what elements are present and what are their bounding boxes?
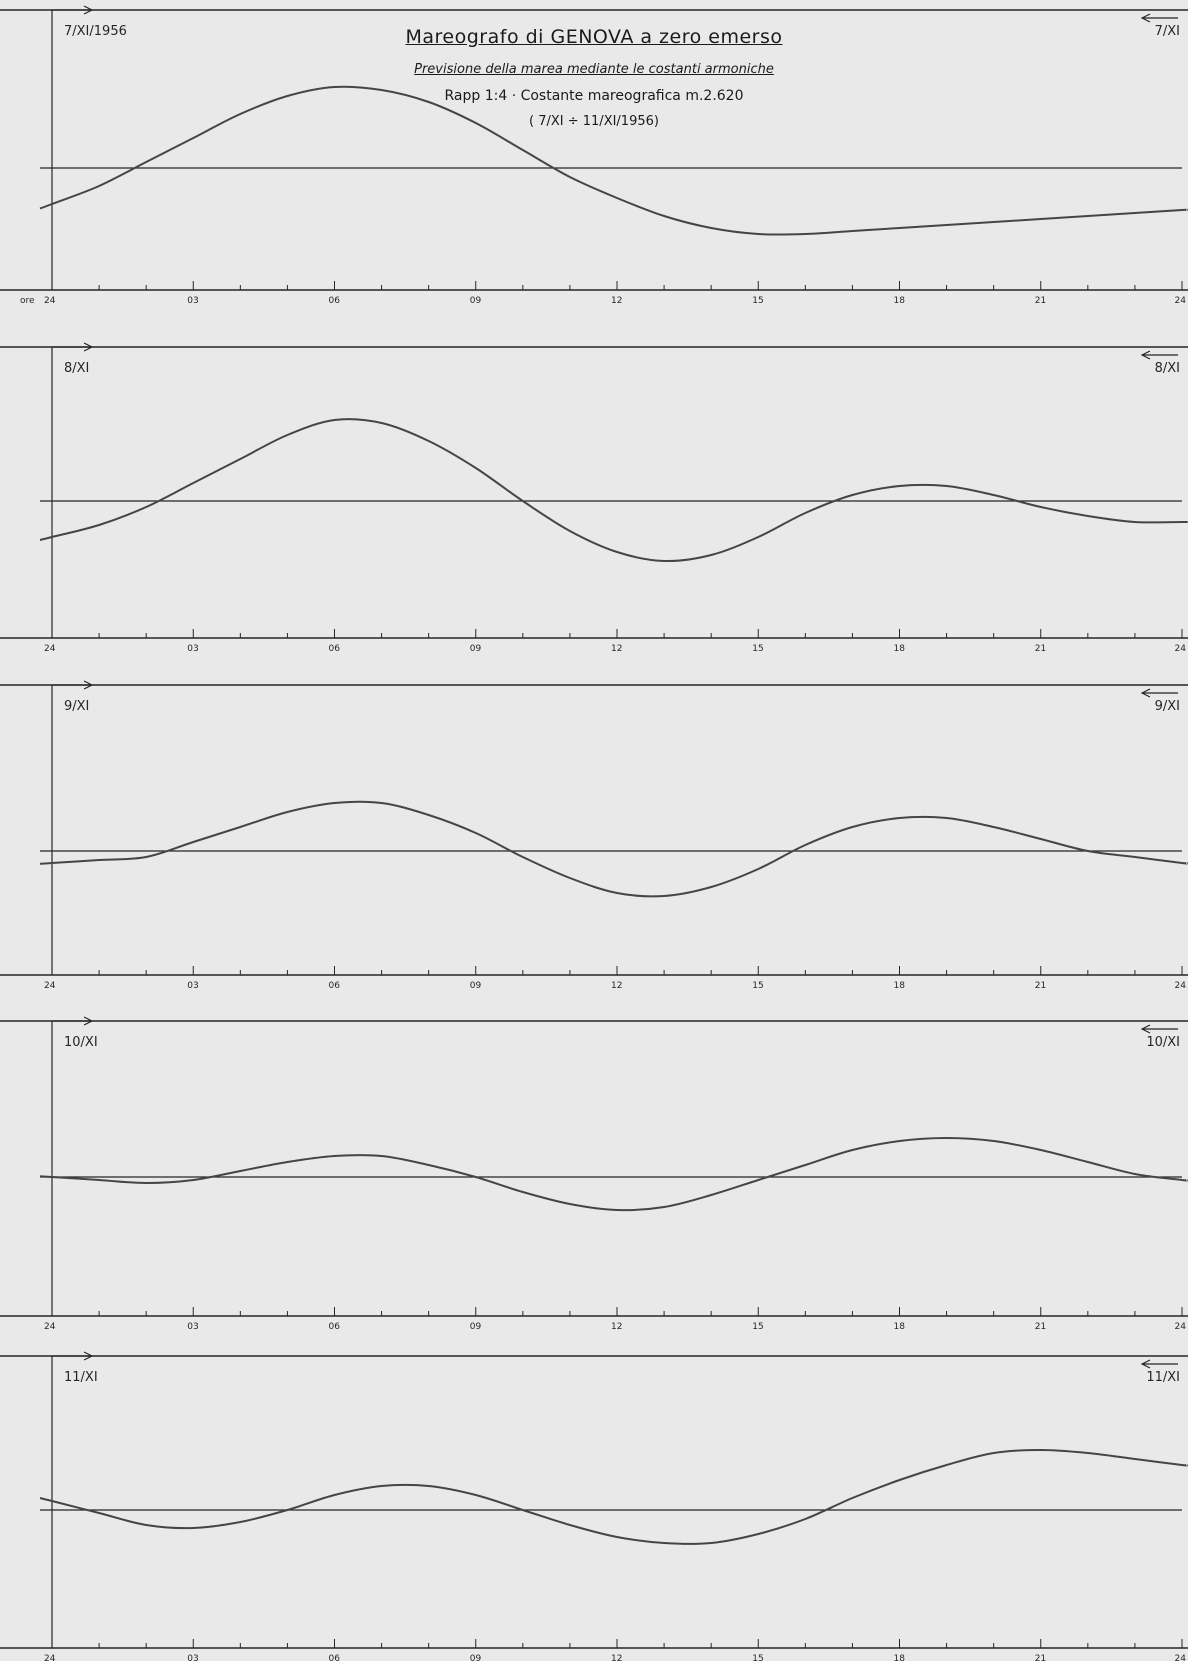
hour-tick-label: 06 [329, 644, 341, 654]
arrow-left-mark [52, 342, 94, 352]
arrow-right-mark [1140, 13, 1178, 23]
hour-tick-label: 12 [611, 1322, 622, 1332]
hour-tick-label: 03 [187, 296, 198, 306]
page-subtitle: Previsione della marea mediante le costa… [414, 62, 774, 77]
hour-tick-label: 24 [1175, 644, 1187, 654]
hour-tick-label: 12 [611, 644, 622, 654]
hour-tick-label: 12 [611, 1654, 622, 1661]
panel-date-right: 8/XI [1155, 361, 1180, 376]
hour-tick-label: 24 [44, 981, 56, 991]
hour-tick-label: 03 [187, 644, 198, 654]
hour-tick-label: 24 [1175, 1654, 1187, 1661]
arrow-left-mark [52, 5, 94, 15]
panel-date-right: 9/XI [1155, 699, 1180, 714]
hour-tick-label: 15 [752, 981, 763, 991]
hour-tick-label: 18 [894, 1322, 906, 1332]
hour-tick-label: 15 [752, 296, 763, 306]
tide-curve [39, 1448, 1188, 1545]
arrow-right-mark [1140, 350, 1178, 360]
hour-tick-label: 15 [752, 1654, 763, 1661]
panel-date-left: 11/XI [64, 1370, 98, 1385]
hour-tick-label: 24 [1175, 1322, 1187, 1332]
arrow-right-mark [1140, 1024, 1178, 1034]
tide-curve [39, 85, 1188, 236]
hour-tick-label: 09 [470, 1322, 482, 1332]
hour-tick-label: 09 [470, 981, 482, 991]
arrow-left-mark [52, 1351, 94, 1361]
hour-tick-label: 15 [752, 644, 763, 654]
hour-tick-label: 21 [1035, 1654, 1046, 1661]
tide-curve [39, 418, 1188, 563]
tide-curve [39, 1136, 1188, 1212]
scale-line: Rapp 1:4 · Costante mareografica m.2.620 [444, 88, 744, 104]
panel-date-right: 7/XI [1155, 24, 1180, 39]
hour-tick-label: 21 [1035, 296, 1046, 306]
arrow-left-mark [52, 680, 94, 690]
hour-tick-label: 18 [894, 296, 906, 306]
hour-tick-label: 06 [329, 981, 341, 991]
hour-tick-label: 06 [329, 296, 341, 306]
hour-tick-label: 03 [187, 981, 198, 991]
hour-tick-label: 24 [44, 1654, 56, 1661]
hour-tick-label: 09 [470, 1654, 482, 1661]
hour-tick-label: 24 [1175, 296, 1187, 306]
panel-date-left: 10/XI [64, 1035, 98, 1050]
hour-tick-label: 24 [44, 296, 56, 306]
hour-tick-label: 09 [470, 644, 482, 654]
arrow-right-mark [1140, 1359, 1178, 1369]
panel-date-left: 9/XI [64, 699, 89, 714]
hour-tick-label: 21 [1035, 1322, 1046, 1332]
hour-tick-label: 06 [329, 1322, 341, 1332]
hour-tick-label: 12 [611, 981, 622, 991]
tide-curve [39, 800, 1188, 898]
panel-date-right: 11/XI [1146, 1370, 1180, 1385]
hour-tick-label: 21 [1035, 644, 1046, 654]
page-title: Mareografo di GENOVA a zero emerso [405, 26, 783, 48]
hour-tick-label: 03 [187, 1654, 198, 1661]
hour-tick-label: 21 [1035, 981, 1046, 991]
hour-tick-label: 18 [894, 644, 906, 654]
hour-tick-label: 18 [894, 1654, 906, 1661]
axis-prefix-label: ore [20, 296, 35, 306]
arrow-right-mark [1140, 688, 1178, 698]
panel-date-left: 8/XI [64, 361, 89, 376]
hour-tick-label: 24 [44, 1322, 56, 1332]
hour-tick-label: 03 [187, 1322, 198, 1332]
period-line: ( 7/XI ÷ 11/XI/1956) [529, 114, 659, 129]
panel-date-right: 10/XI [1146, 1035, 1180, 1050]
hour-tick-label: 18 [894, 981, 906, 991]
panel-date-left: 7/XI/1956 [64, 24, 127, 39]
hour-tick-label: 15 [752, 1322, 763, 1332]
hour-tick-label: 12 [611, 296, 622, 306]
hour-tick-label: 06 [329, 1654, 341, 1661]
arrow-left-mark [52, 1016, 94, 1026]
hour-tick-label: 24 [1175, 981, 1187, 991]
hour-tick-label: 09 [470, 296, 482, 306]
hour-tick-label: 24 [44, 644, 56, 654]
